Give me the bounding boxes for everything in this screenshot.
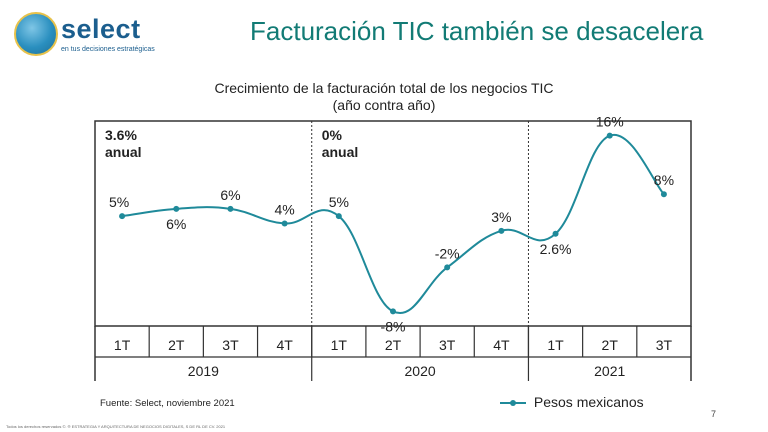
x-tick-label: 3T (656, 337, 673, 353)
data-label: -2% (435, 245, 460, 261)
x-tick-label: 2T (602, 337, 619, 353)
page-number: 7 (711, 409, 717, 419)
x-tick-label: 1T (547, 337, 564, 353)
data-label: 6% (166, 216, 186, 232)
data-point (119, 213, 126, 220)
data-point (281, 220, 288, 227)
slide-title: Facturación TIC también se desacelera (250, 16, 704, 46)
chart-subtitle: (año contra año) (332, 97, 436, 113)
plot-frame (94, 120, 692, 327)
data-label: 8% (654, 172, 674, 188)
x-tick-label: 3T (439, 337, 456, 353)
data-label: -8% (381, 318, 406, 334)
year-label: 2020 (405, 363, 436, 379)
data-label: 6% (220, 187, 240, 203)
data-label: 5% (329, 194, 349, 210)
logo-wordmark: select (61, 14, 141, 44)
year-label: 2021 (594, 363, 625, 379)
data-point (390, 308, 396, 315)
legend-series-marker (500, 400, 526, 407)
data-label: 5% (109, 194, 129, 210)
data-point (444, 264, 451, 271)
data-label: 2.6% (540, 241, 572, 257)
x-tick-label: 1T (114, 337, 131, 353)
data-point (552, 230, 559, 237)
chart-title: Crecimiento de la facturación total de l… (214, 80, 554, 96)
data-point (335, 213, 342, 220)
year-label: 2019 (188, 363, 219, 379)
data-point (660, 191, 667, 198)
series-line-pesos-mexicanos (121, 134, 665, 315)
source-note: Fuente: Select, noviembre 2021 (100, 398, 235, 409)
data-point (227, 205, 234, 212)
x-tick-label: 3T (222, 337, 239, 353)
data-label: 16% (596, 114, 624, 130)
chart-legend: Pesos mexicanos (500, 394, 644, 410)
annual-growth-value: 0% (322, 127, 343, 143)
logo-tagline: en tus decisiones estratégicas (61, 46, 155, 53)
data-point (498, 227, 505, 234)
annual-growth-value: 3.6% (105, 127, 137, 143)
annual-growth-label: anual (105, 144, 142, 160)
x-tick-label: 2T (168, 337, 185, 353)
data-label: 4% (275, 202, 295, 218)
x-tick-label: 1T (331, 337, 348, 353)
data-point (606, 132, 613, 139)
legend-series-label: Pesos mexicanos (533, 394, 644, 410)
data-point (173, 205, 180, 212)
x-tick-label: 4T (493, 337, 510, 353)
x-tick-label: 4T (276, 337, 293, 353)
logo-emblem (14, 12, 58, 56)
data-label: 3% (491, 209, 511, 225)
annual-growth-label: anual (322, 144, 359, 160)
chart-title-block: Crecimiento de la facturación total de l… (0, 80, 768, 114)
select-logo: select en tus decisiones estratégicas (14, 12, 164, 58)
copyright-footer: Todos los derechos reservados ©. ® ESTRA… (6, 424, 226, 429)
x-tick-label: 2T (385, 337, 402, 353)
